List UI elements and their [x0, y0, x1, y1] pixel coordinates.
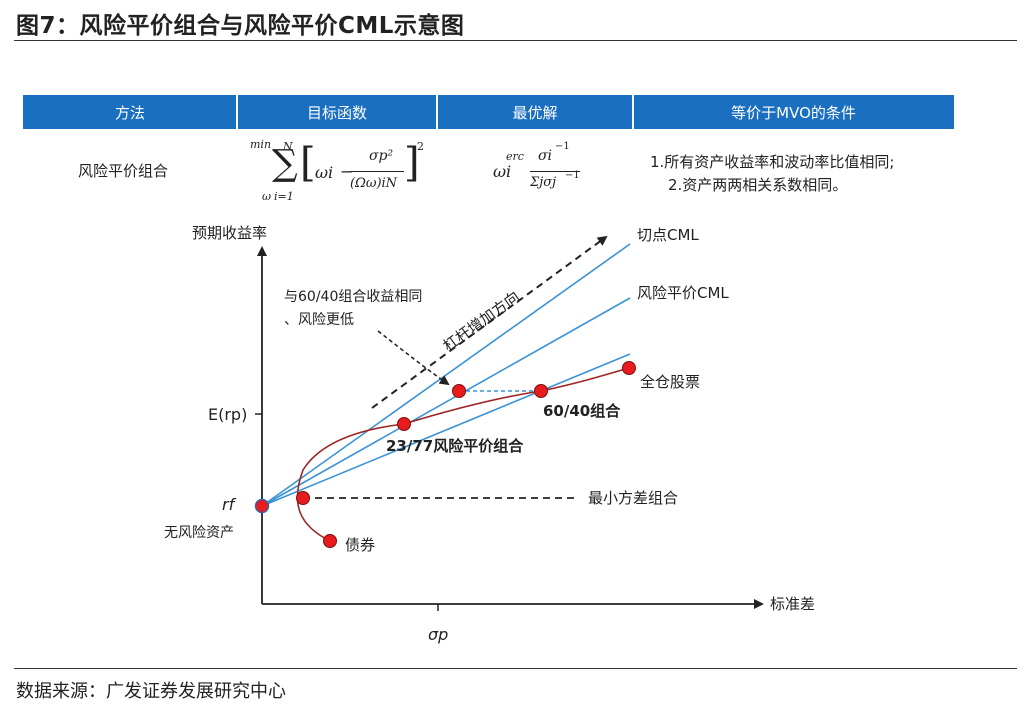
solution-numerator: σi: [538, 148, 553, 164]
column-divider: [632, 95, 634, 129]
levered-rp-point: [452, 384, 466, 398]
leverage-direction-arrow: [371, 235, 608, 409]
x-tick-label: σp: [428, 625, 448, 644]
source-note: 数据来源：广发证券发展研究中心: [16, 681, 286, 702]
bracket-left: [: [300, 140, 316, 186]
fraction-bar: [350, 171, 404, 172]
solution-denominator-sup: −1: [565, 170, 580, 181]
sum-lower: i=1: [274, 190, 294, 203]
bracket-right: ]: [404, 140, 420, 186]
condition-2: 2.资产两两相关系数相同。: [668, 176, 848, 194]
col-header-condition: 等价于MVO的条件: [731, 103, 856, 122]
power: 2: [417, 140, 424, 153]
solution-weight: ωi: [493, 162, 512, 181]
riskfree-point: [254, 498, 270, 514]
method-cell: 风险平价组合: [78, 162, 169, 180]
p6040-point: [534, 384, 548, 398]
x-axis-label: 标准差: [770, 595, 815, 613]
annotation-line-1: 与60/40组合收益相同: [284, 289, 422, 305]
min-variance-point: [296, 491, 310, 505]
annotation-arrow: [377, 330, 450, 386]
y-tick-label: E(rp): [208, 405, 247, 424]
table-header-bar: [23, 95, 954, 129]
p6040-label: 60/40组合: [543, 402, 621, 420]
tangency-cml-label: 切点CML: [637, 226, 699, 244]
footer-divider: [14, 668, 1017, 669]
sum-symbol: ∑: [272, 143, 298, 184]
fraction-numerator: σp²: [369, 148, 394, 164]
condition-1: 1.所有资产收益率和波动率比值相同;: [650, 153, 895, 171]
riskfree-asset-label: 无风险资产: [164, 525, 234, 541]
title-divider: [14, 40, 1017, 41]
portfolio-line: [261, 353, 631, 507]
y-axis-label: 预期收益率: [192, 224, 267, 242]
equity-label: 全仓股票: [640, 373, 700, 391]
minus-sign: −: [340, 162, 354, 181]
rf-label: rf: [222, 495, 237, 514]
rp2377-point: [397, 417, 411, 431]
argmin-var: ω: [262, 190, 271, 203]
leverage-label: 杠杆增加方向: [440, 288, 523, 355]
min-variance-label: 最小方差组合: [588, 489, 678, 507]
sum-upper: N: [283, 140, 293, 153]
risk-parity-cml-line: [261, 297, 631, 507]
solution-sup: erc: [506, 150, 524, 163]
col-header-objective: 目标函数: [306, 103, 367, 122]
weight-term: ωi: [315, 163, 334, 182]
figure-title: 图7：风险平价组合与风险平价CML示意图: [16, 13, 465, 39]
min-label: min: [250, 138, 272, 151]
rp2377-label: 23/77风险平价组合: [386, 437, 524, 455]
fraction-denominator: (Ωω)iN: [350, 176, 398, 191]
col-header-method: 方法: [114, 103, 145, 122]
bond-point: [323, 534, 337, 548]
column-divider: [436, 95, 438, 129]
annotation-line-2: 、风险更低: [284, 312, 354, 328]
bond-label: 债券: [345, 536, 375, 554]
solution-numerator-sup: −1: [555, 141, 570, 152]
risk-parity-cml-label: 风险平价CML: [637, 284, 729, 302]
equity-point: [622, 361, 636, 375]
column-divider: [236, 95, 238, 129]
tangency-cml-line: [261, 243, 631, 507]
solution-fraction-bar: [530, 171, 580, 172]
solution-denominator: Σjσj: [530, 175, 557, 190]
col-header-solution: 最优解: [512, 103, 558, 122]
